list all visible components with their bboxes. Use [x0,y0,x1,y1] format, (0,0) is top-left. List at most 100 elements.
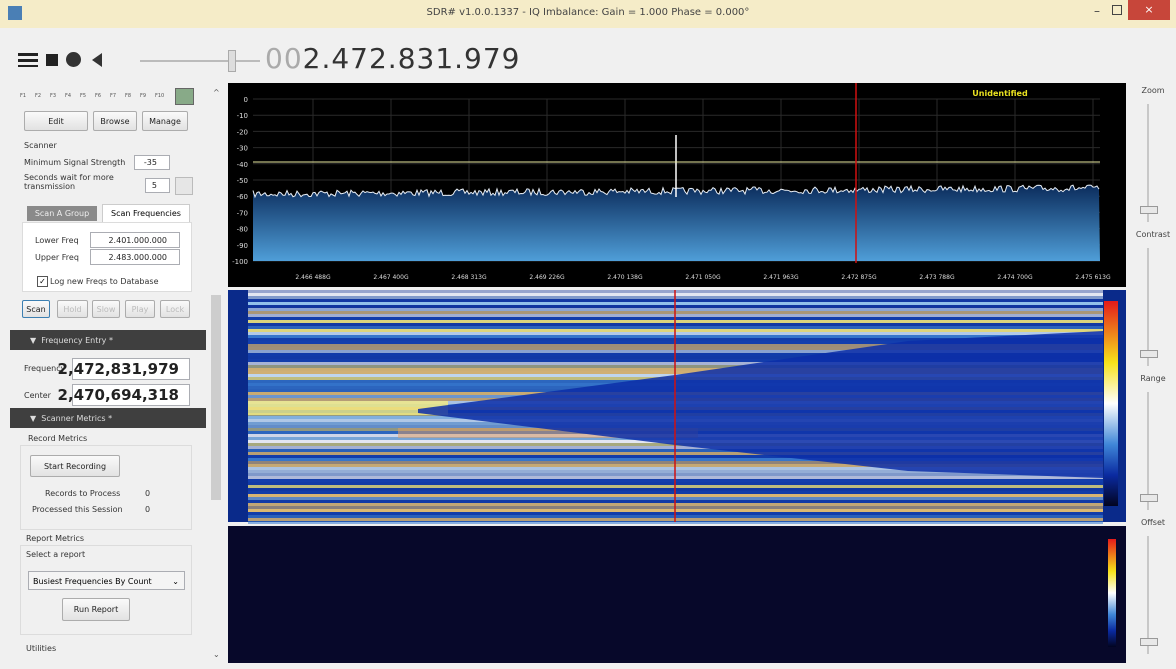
x-axis-label: 2.468 313G [451,274,487,281]
scroll-up[interactable]: ^ [213,88,220,97]
favorite-button[interactable]: F4 [65,93,71,99]
x-axis-label: 2.469 226G [529,274,565,281]
scanner-metrics-title: Scanner Metrics * [41,414,112,423]
volume-thumb[interactable] [228,50,236,72]
favorite-button[interactable]: F7 [110,93,116,99]
audio-icon[interactable] [92,53,102,67]
center-input[interactable]: 2,470,694,318 [72,384,190,406]
waterfall-color-scale [1104,301,1118,506]
log-checkbox[interactable]: ✓ [37,276,48,287]
tab-scan-frequencies[interactable]: Scan Frequencies [102,204,190,223]
records-value: 0 [145,489,150,498]
slider-track[interactable] [1147,536,1149,654]
side-control-label: Offset [1130,518,1176,527]
y-axis-label: -10 [237,112,248,120]
sdr-window: SDR# v1.0.0.1337 - IQ Imbalance: Gain = … [0,0,1176,669]
frequency-value: 2.472.831.979 [303,42,521,75]
scan-control-button[interactable]: Lock [160,300,190,318]
x-axis-label: 2.470 138G [607,274,643,281]
y-axis-label: -100 [232,258,248,266]
lower-freq-label: Lower Freq [35,236,79,245]
y-axis-label: -40 [237,161,248,169]
records-label: Records to Process [45,489,120,498]
report-metrics-heading: Report Metrics [26,534,84,543]
scan-control-button[interactable]: Hold [57,300,88,318]
x-axis-label: 2.471 963G [763,274,799,281]
favorite-button[interactable]: F3 [50,93,56,99]
settings-icon[interactable] [66,52,81,67]
edit-button[interactable]: Edit [24,111,88,131]
manage-button[interactable]: Manage [142,111,188,131]
dropdown-arrow: ⌄ [172,572,179,591]
slider-thumb[interactable] [1140,350,1158,358]
slider-track[interactable] [1147,248,1149,366]
y-axis-label: -80 [237,226,248,234]
x-axis-label: 2.467 400G [373,274,409,281]
y-axis-label: 0 [244,96,248,104]
slider-track[interactable] [1147,104,1149,222]
maximize-button[interactable] [1112,5,1122,15]
start-recording-button[interactable]: Start Recording [30,455,120,477]
slider-thumb[interactable] [1140,206,1158,214]
wrench-icon[interactable] [175,177,193,195]
favorite-button[interactable]: F9 [140,93,146,99]
menu-icon[interactable] [18,53,38,67]
processed-value: 0 [145,505,150,514]
stop-icon[interactable] [46,54,58,66]
lower-display [228,526,1126,663]
scan-control-button[interactable]: Slow [92,300,120,318]
favorite-button[interactable]: F10 [155,93,164,99]
browse-button[interactable]: Browse [93,111,137,131]
upper-freq-label: Upper Freq [35,253,79,262]
record-metrics-heading: Record Metrics [28,434,87,443]
frequency-entry-header[interactable]: ▼ Frequency Entry * [10,330,206,350]
scan-control-button[interactable]: Scan [22,300,50,318]
volume-slider[interactable] [140,60,260,62]
log-label: Log new Freqs to Database [50,277,159,286]
x-axis-label: 2.474 700G [997,274,1033,281]
slider-thumb[interactable] [1140,638,1158,646]
y-axis-label: -50 [237,177,248,185]
frequency-prefix: 00 [265,42,303,75]
run-report-button[interactable]: Run Report [62,598,130,621]
window-title: SDR# v1.0.0.1337 - IQ Imbalance: Gain = … [0,7,1176,18]
min-signal-label: Minimum Signal Strength [24,158,125,167]
favorites-icon[interactable] [175,88,194,105]
scan-control-button[interactable]: Play [125,300,155,318]
frequency-input[interactable]: 2,472,831,979 [72,358,190,380]
y-axis-label: -20 [237,128,248,136]
scanner-metrics-header[interactable]: ▼ Scanner Metrics * [10,408,206,428]
min-signal-input[interactable]: -35 [134,155,170,170]
favorite-button[interactable]: F5 [80,93,86,99]
processed-label: Processed this Session [32,505,123,514]
side-control-label: Contrast [1130,230,1176,239]
report-dropdown[interactable]: Busiest Frequencies By Count ⌄ [28,571,185,590]
wait-label: Seconds wait for more transmission [24,173,124,191]
lower-freq-input[interactable]: 2.401.000.000 [90,232,180,248]
scroll-down[interactable]: ⌄ [213,650,220,659]
favorite-button[interactable]: F8 [125,93,131,99]
y-axis-label: -90 [237,242,248,250]
report-choice: Busiest Frequencies By Count [33,577,152,586]
slider-thumb[interactable] [1140,494,1158,502]
side-control-label: Zoom [1130,86,1176,95]
x-axis-label: 2.471 050G [685,274,721,281]
lower-color-scale [1108,539,1116,647]
x-axis-label: 2.472 875G [841,274,877,281]
tab-scan-group[interactable]: Scan A Group [27,206,97,221]
upper-freq-input[interactable]: 2.483.000.000 [90,249,180,265]
slider-track[interactable] [1147,392,1149,510]
x-axis-label: 2.475 613G [1075,274,1111,281]
favorite-button[interactable]: F1 [20,93,26,99]
sidebar-scrollbar[interactable] [211,295,221,500]
favorite-button[interactable]: F2 [35,93,41,99]
wait-input[interactable]: 5 [145,178,170,193]
x-axis-label: 2.473 788G [919,274,955,281]
favorite-button[interactable]: F6 [95,93,101,99]
minimize-button[interactable]: – [1094,4,1100,18]
y-axis-label: -30 [237,145,248,153]
utilities-label: Utilities [26,644,56,653]
close-button[interactable]: × [1128,0,1170,20]
frequency-display: 002.472.831.979 [265,42,521,75]
